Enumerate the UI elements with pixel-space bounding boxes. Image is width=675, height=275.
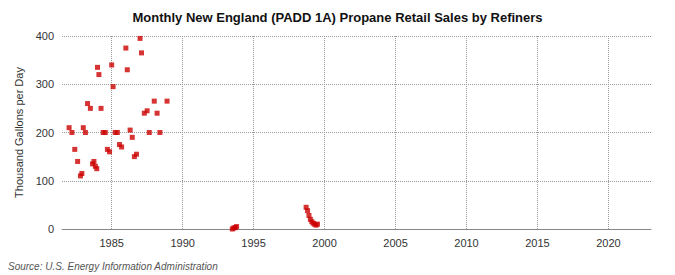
svg-text:2015: 2015 (525, 237, 549, 249)
svg-text:2000: 2000 (312, 237, 336, 249)
svg-text:1990: 1990 (170, 237, 194, 249)
svg-text:400: 400 (36, 30, 54, 42)
svg-text:0: 0 (48, 223, 54, 235)
svg-text:2020: 2020 (596, 237, 620, 249)
svg-text:Thousand Gallons per Day: Thousand Gallons per Day (13, 67, 25, 198)
svg-text:300: 300 (36, 78, 54, 90)
svg-text:Monthly New England (PADD 1A): Monthly New England (PADD 1A) Propane Re… (132, 10, 542, 25)
svg-text:200: 200 (36, 127, 54, 139)
svg-text:Source: U.S. Energy Informatio: Source: U.S. Energy Information Administ… (8, 261, 218, 272)
svg-text:2010: 2010 (454, 237, 478, 249)
svg-text:2005: 2005 (383, 237, 407, 249)
svg-text:1995: 1995 (241, 237, 265, 249)
svg-text:1985: 1985 (99, 237, 123, 249)
svg-text:100: 100 (36, 175, 54, 187)
